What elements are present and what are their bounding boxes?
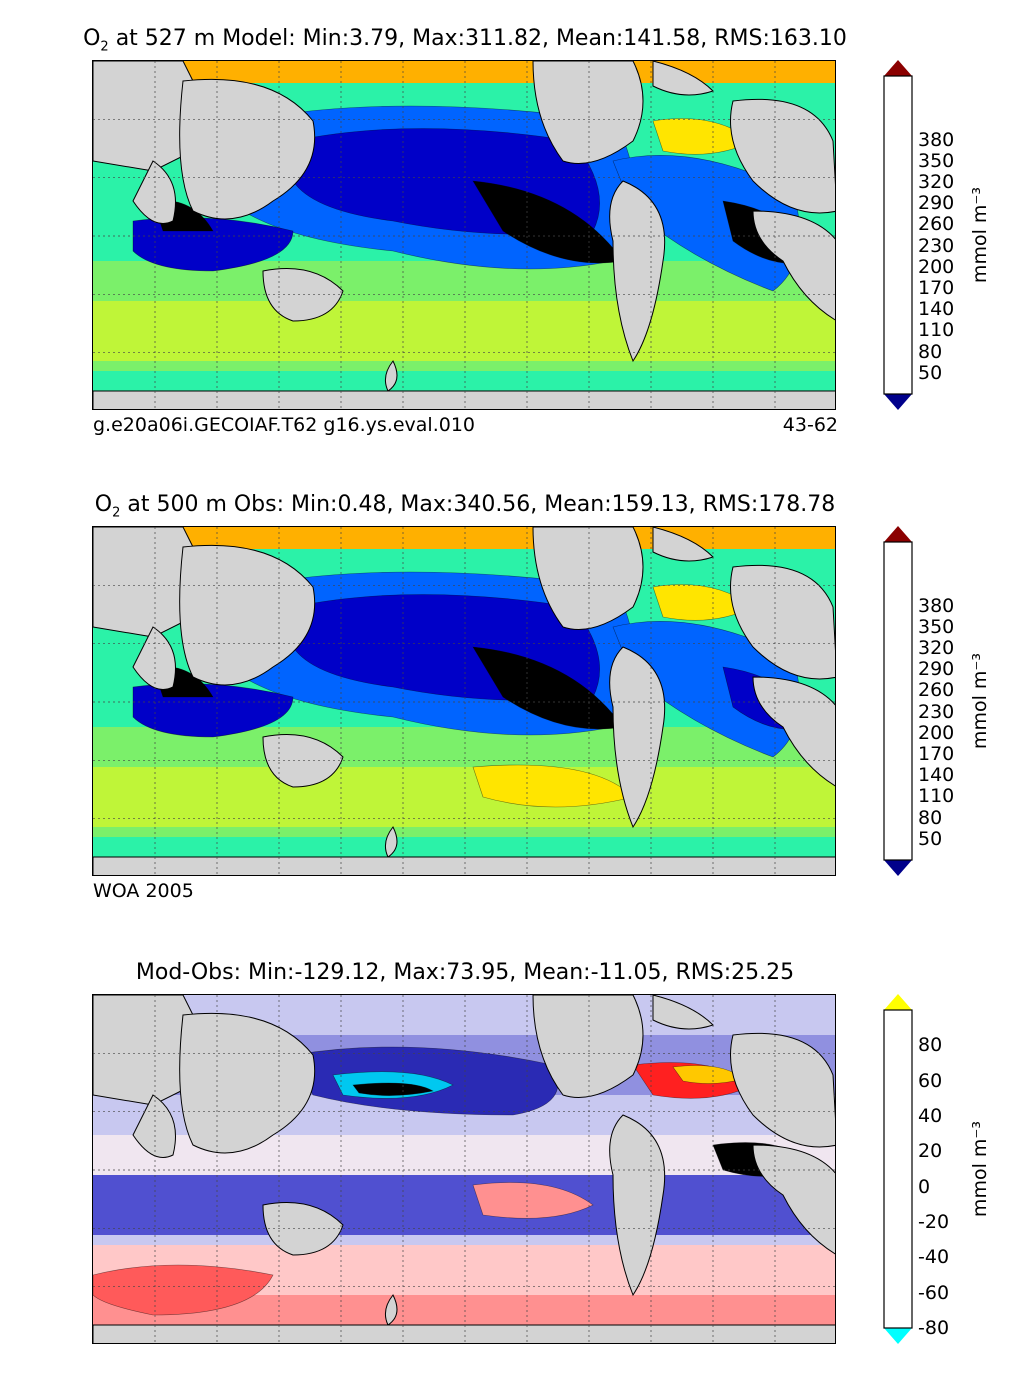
ocean-region [352, 1082, 434, 1096]
landmass [132, 160, 176, 224]
units-label: mmol m⁻³ [969, 652, 991, 750]
colorbar-tick-label: 350 [918, 149, 955, 172]
colorbar-tick-label: 350 [918, 615, 955, 638]
landmass [93, 856, 835, 875]
landmass [730, 98, 835, 214]
colorbar-tick-label: -40 [918, 1246, 950, 1269]
year-range-label: 43-62 [782, 414, 838, 436]
colorbar-tick-label: 200 [918, 721, 955, 744]
ocean-band [93, 301, 835, 361]
colorbar-tick-label: 260 [918, 679, 955, 702]
colorbar [883, 526, 913, 876]
run-label: g.e20a06i.GECOIAF.T62 g16.ys.eval.010 [93, 414, 476, 436]
units-label: mmol m⁻³ [969, 186, 991, 284]
title-prefix: O [94, 492, 113, 517]
colorbar-tick-label: 230 [918, 700, 955, 723]
panel-title: Mod-Obs: Min:-129.12, Max:73.95, Mean:-1… [0, 960, 930, 985]
colorbar-tick-label: 170 [918, 743, 955, 765]
panel-title: O2 at 500 m Obs: Min:0.48, Max:340.56, M… [0, 492, 930, 520]
colorbar-tick-label: 320 [918, 171, 955, 193]
landmass [532, 61, 644, 164]
colorbar-ticks: -80 -60 -40 -20 0 20 40 60 80 [918, 994, 978, 1344]
colorbar-units: mmol m⁻³ [960, 994, 1000, 1344]
colorbar-tick-label: 230 [918, 234, 955, 257]
landmass [132, 1094, 176, 1158]
landmass [262, 734, 344, 788]
colorbar-tick-label: 380 [918, 594, 955, 617]
map-obs [92, 526, 836, 876]
ocean-band [93, 767, 835, 827]
ocean-region [93, 1264, 274, 1316]
colorbar-units: mmol m⁻³ [960, 526, 1000, 876]
colorbar-tick-label: 380 [918, 128, 955, 151]
colorbar-tick-label: 80 [918, 1034, 943, 1057]
units-label: mmol m⁻³ [969, 1120, 991, 1218]
colorbar-tick-label: 200 [918, 255, 955, 278]
ocean-band [93, 1175, 835, 1235]
colorbar [883, 60, 913, 410]
colorbar-ticks: 50 80 110 140 170 200 230 260 290 320 350 380 [918, 60, 978, 410]
landmass [730, 1032, 835, 1148]
colorbar-tick-label: 170 [918, 277, 955, 299]
colorbar-tick-label: 80 [918, 340, 943, 363]
ocean-region [472, 1182, 594, 1219]
landmass [132, 626, 176, 690]
landmass [179, 1012, 316, 1154]
title-sub: 2 [100, 39, 109, 55]
colorbar-tick-label: 20 [918, 1140, 943, 1163]
colorbar-tick-label: -20 [918, 1211, 950, 1233]
obs-source-label: WOA 2005 [93, 880, 194, 902]
landmass [179, 78, 316, 220]
landmass [179, 544, 316, 686]
colorbar-tick-label: 110 [918, 785, 955, 808]
landmass [532, 995, 644, 1098]
colorbar-tick-label: 110 [918, 319, 955, 342]
landmass [262, 268, 344, 322]
landmass [93, 390, 835, 409]
map-model [92, 60, 836, 410]
map-diff [92, 994, 836, 1344]
obs-panel: O2 at 500 m Obs: Min:0.48, Max:340.56, M… [0, 466, 1020, 924]
landmass [730, 564, 835, 680]
landmass [752, 1144, 835, 1255]
colorbar-tick-label: 320 [918, 637, 955, 659]
colorbar-tick-label: 40 [918, 1105, 943, 1127]
colorbar-units: mmol m⁻³ [960, 60, 1000, 410]
landmass [532, 527, 644, 630]
colorbar-tick-label: 140 [918, 298, 955, 321]
model-panel: O2 at 527 m Model: Min:3.79, Max:311.82,… [0, 0, 1020, 458]
title-sub: 2 [112, 505, 121, 521]
landmass [752, 676, 835, 787]
colorbar-tick-label: 80 [918, 806, 943, 829]
colorbar-tick-label: -60 [918, 1281, 950, 1304]
landmass [93, 1324, 835, 1343]
diff-panel: Mod-Obs: Min:-129.12, Max:73.95, Mean:-1… [0, 934, 1020, 1392]
colorbar-tick-label: 290 [918, 658, 955, 681]
landmass [752, 210, 835, 321]
colorbar-tick-label: -80 [918, 1317, 950, 1339]
colorbar-tick-label: 290 [918, 192, 955, 215]
landmass [262, 1202, 344, 1256]
colorbar-tick-label: 0 [918, 1175, 931, 1198]
colorbar-tick-label: 140 [918, 764, 955, 787]
title-rest: Mod-Obs: Min:-129.12, Max:73.95, Mean:-1… [135, 960, 795, 985]
panel-title: O2 at 527 m Model: Min:3.79, Max:311.82,… [0, 26, 930, 54]
title-prefix: O [83, 26, 101, 51]
colorbar-ticks: 50 80 110 140 170 200 230 260 290 320 350 380 [918, 526, 978, 876]
title-rest: at 500 m Obs: Min:0.48, Max:340.56, Mean… [120, 492, 836, 517]
ocean-band [93, 61, 835, 83]
title-rest: at 527 m Model: Min:3.79, Max:311.82, Me… [108, 26, 847, 51]
ocean-band [93, 527, 835, 549]
colorbar-tick-label: 260 [918, 213, 955, 236]
colorbar [883, 994, 913, 1344]
colorbar-tick-label: 50 [918, 827, 943, 850]
colorbar-tick-label: 50 [918, 361, 943, 384]
colorbar-tick-label: 60 [918, 1069, 943, 1092]
